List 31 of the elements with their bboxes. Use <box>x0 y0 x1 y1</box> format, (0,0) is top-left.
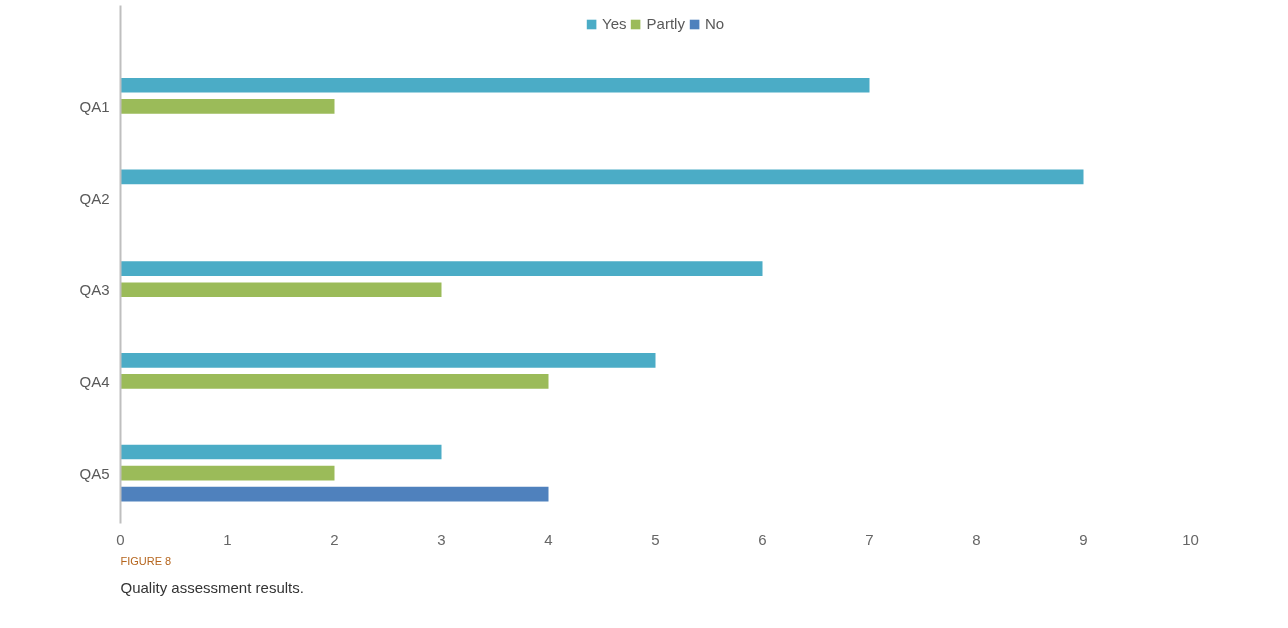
x-tick-label: 5 <box>651 530 660 548</box>
bar <box>120 99 335 114</box>
bar <box>120 374 549 389</box>
bar <box>120 465 335 481</box>
bar <box>120 282 442 298</box>
x-tick-label: 0 <box>116 530 125 548</box>
x-tick-label: 7 <box>865 530 874 548</box>
x-tick-label: 2 <box>330 530 339 548</box>
y-tick-label: QA1 <box>79 97 110 115</box>
bar <box>120 261 763 276</box>
text: Quality assessment results. <box>120 578 304 596</box>
x-tick-label: 10 <box>1182 530 1199 548</box>
legend-label: Yes <box>602 15 627 32</box>
y-tick-label: QA4 <box>79 372 110 390</box>
bar <box>120 77 870 93</box>
x-tick-label: 4 <box>544 530 553 548</box>
x-tick-label: 9 <box>1079 530 1088 548</box>
bar <box>120 352 656 368</box>
bar <box>120 486 549 502</box>
x-tick-label: 3 <box>437 530 446 548</box>
bar <box>120 444 442 460</box>
x-tick-label: 1 <box>223 530 232 548</box>
bar <box>120 169 1084 185</box>
legend-label: Partly <box>646 15 685 32</box>
y-tick-label: QA2 <box>79 189 110 207</box>
y-tick-label: QA3 <box>79 281 110 299</box>
y-tick-label: QA5 <box>79 464 110 482</box>
caption: FIGURE 8 <box>120 554 172 567</box>
legend-label: No <box>704 15 725 32</box>
x-tick-label: 6 <box>758 530 767 548</box>
x-tick-label: 8 <box>972 530 981 548</box>
